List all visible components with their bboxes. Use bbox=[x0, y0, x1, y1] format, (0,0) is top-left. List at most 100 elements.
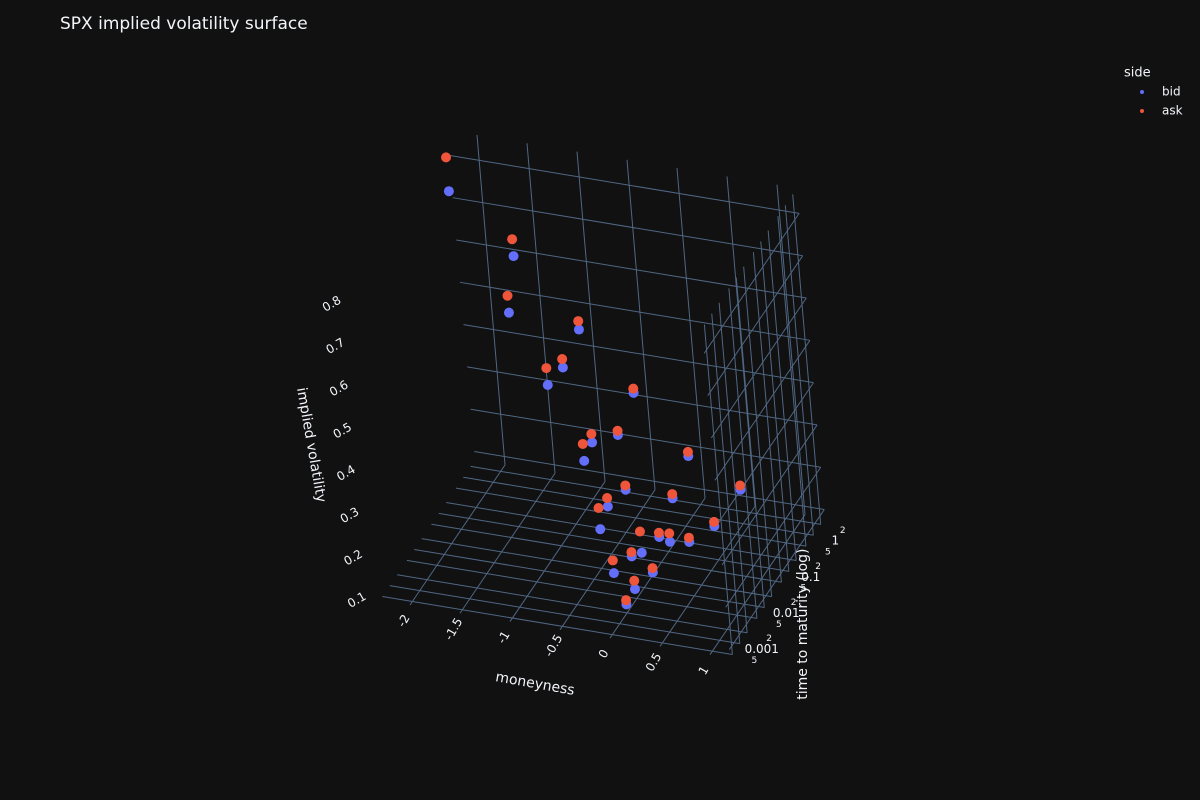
x-grid-floor bbox=[659, 506, 756, 647]
legend-marker[interactable] bbox=[1140, 90, 1144, 94]
y-grid-floor bbox=[463, 476, 814, 536]
y-grid-right bbox=[777, 216, 807, 547]
z-grid-right bbox=[714, 340, 811, 481]
y-tick-label: 5 bbox=[752, 656, 758, 666]
point bbox=[629, 575, 640, 586]
point bbox=[636, 547, 647, 558]
point bbox=[541, 363, 552, 374]
x-grid-floor bbox=[609, 497, 706, 639]
point bbox=[653, 527, 664, 538]
z-grid-right bbox=[718, 382, 814, 523]
x-grid-floor bbox=[709, 514, 806, 655]
point bbox=[507, 234, 518, 245]
point bbox=[502, 290, 513, 301]
y-grid-right bbox=[728, 288, 758, 619]
point bbox=[664, 536, 675, 547]
point bbox=[593, 503, 604, 514]
y-tick-label: 2 bbox=[791, 598, 797, 608]
y-grid-right bbox=[767, 230, 797, 561]
legend-title: side bbox=[1124, 66, 1151, 81]
y-grid-right bbox=[784, 205, 814, 536]
z-grid-right bbox=[728, 509, 825, 650]
point bbox=[667, 489, 678, 500]
point bbox=[503, 307, 514, 318]
x-grid-floor bbox=[509, 481, 606, 622]
point bbox=[626, 547, 637, 558]
y-grid-floor bbox=[470, 465, 821, 525]
point bbox=[620, 480, 631, 491]
x-grid-floor bbox=[409, 464, 506, 606]
y-grid-right bbox=[735, 277, 765, 608]
point bbox=[595, 524, 606, 535]
z-grid-right bbox=[721, 424, 818, 566]
point bbox=[542, 380, 553, 391]
y-grid-floor bbox=[438, 512, 789, 572]
point bbox=[602, 501, 613, 512]
y-grid-right bbox=[703, 324, 733, 655]
point bbox=[508, 251, 519, 262]
point bbox=[647, 563, 658, 574]
y-tick-label: 0.001 bbox=[745, 642, 779, 656]
point bbox=[612, 425, 623, 436]
x-grid-floor bbox=[559, 489, 656, 631]
y-tick-label: 0.1 bbox=[801, 570, 820, 584]
y-tick-label: 1 bbox=[831, 534, 839, 548]
z-grid-right bbox=[725, 466, 822, 608]
point bbox=[735, 480, 746, 491]
y-grid-right bbox=[711, 313, 741, 644]
point bbox=[577, 438, 588, 449]
z-grid-right bbox=[703, 213, 800, 354]
point bbox=[608, 568, 619, 579]
y-grid-floor bbox=[389, 585, 740, 645]
legend-label[interactable]: ask bbox=[1162, 104, 1183, 118]
y-grid-floor bbox=[421, 538, 772, 598]
point bbox=[441, 152, 452, 163]
point bbox=[621, 595, 632, 606]
y-axis-title: time to maturity (log) bbox=[795, 548, 811, 699]
z-grid-back bbox=[452, 197, 803, 257]
point bbox=[557, 362, 568, 373]
legend-label[interactable]: bid bbox=[1162, 85, 1181, 99]
point bbox=[557, 354, 568, 365]
y-tick-label: 5 bbox=[825, 548, 831, 558]
point bbox=[628, 383, 639, 394]
y-grid-right bbox=[743, 266, 773, 597]
y-grid-right bbox=[718, 302, 748, 633]
x-grid-back bbox=[476, 134, 506, 466]
y-tick-label: 5 bbox=[776, 620, 782, 630]
y-grid-right bbox=[792, 194, 822, 525]
y-grid-floor bbox=[406, 559, 757, 619]
point bbox=[602, 493, 613, 504]
y-grid-floor bbox=[382, 596, 733, 655]
point bbox=[573, 316, 584, 327]
y-grid-floor bbox=[446, 501, 797, 561]
point bbox=[709, 516, 720, 527]
x-grid-back bbox=[726, 176, 756, 507]
y-tick-label: 2 bbox=[766, 634, 772, 644]
point bbox=[682, 446, 693, 457]
z-grid-back bbox=[449, 154, 800, 214]
y-tick-label: 0.01 bbox=[773, 606, 800, 620]
y-tick-label: 5 bbox=[801, 584, 807, 594]
y-grid-floor bbox=[455, 487, 807, 547]
point bbox=[579, 455, 590, 466]
chart-title: SPX implied volatility surface bbox=[60, 14, 308, 34]
point bbox=[634, 526, 645, 537]
x-grid-back bbox=[626, 159, 656, 490]
point bbox=[607, 555, 618, 566]
x-grid-back bbox=[676, 168, 706, 499]
y-grid-floor bbox=[431, 523, 782, 583]
point bbox=[586, 428, 597, 439]
y-grid-floor bbox=[397, 574, 748, 634]
x-grid-back bbox=[576, 151, 606, 482]
point bbox=[664, 528, 675, 539]
legend-marker[interactable] bbox=[1140, 109, 1144, 113]
point bbox=[629, 584, 640, 595]
z-grid-right bbox=[710, 297, 807, 439]
y-grid-right bbox=[752, 252, 782, 583]
y-tick-label: 2 bbox=[815, 562, 821, 572]
y-grid-floor bbox=[414, 549, 765, 608]
